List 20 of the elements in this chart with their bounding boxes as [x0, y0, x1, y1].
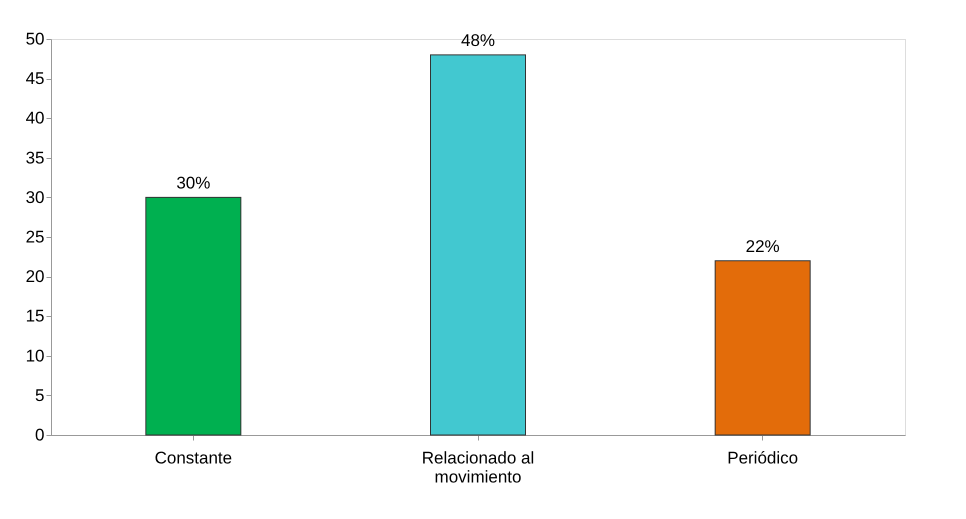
x-tick-label: Relacionado al movimiento [422, 448, 534, 486]
y-tick-label: 35 [26, 148, 44, 168]
y-tick-label: 0 [35, 426, 44, 444]
y-tick-label: 45 [26, 69, 44, 88]
y-tick-label: 10 [26, 346, 44, 366]
data-label: 30% [176, 173, 210, 192]
bar [430, 54, 526, 436]
data-label: 22% [746, 236, 780, 256]
y-tick-label: 15 [26, 306, 44, 326]
data-label: 48% [460, 30, 496, 50]
x-tick-label: Periódico [727, 448, 798, 468]
y-tick-label: 30 [26, 188, 44, 207]
bar [714, 260, 811, 436]
y-tick-label: 25 [26, 228, 44, 246]
y-tick-label: 20 [26, 267, 44, 286]
y-tick-label: 5 [35, 386, 44, 405]
x-tick-label: Constante [154, 448, 232, 468]
y-tick-label: 50 [26, 30, 44, 48]
bar [145, 196, 242, 436]
y-tick-label: 40 [26, 108, 44, 128]
